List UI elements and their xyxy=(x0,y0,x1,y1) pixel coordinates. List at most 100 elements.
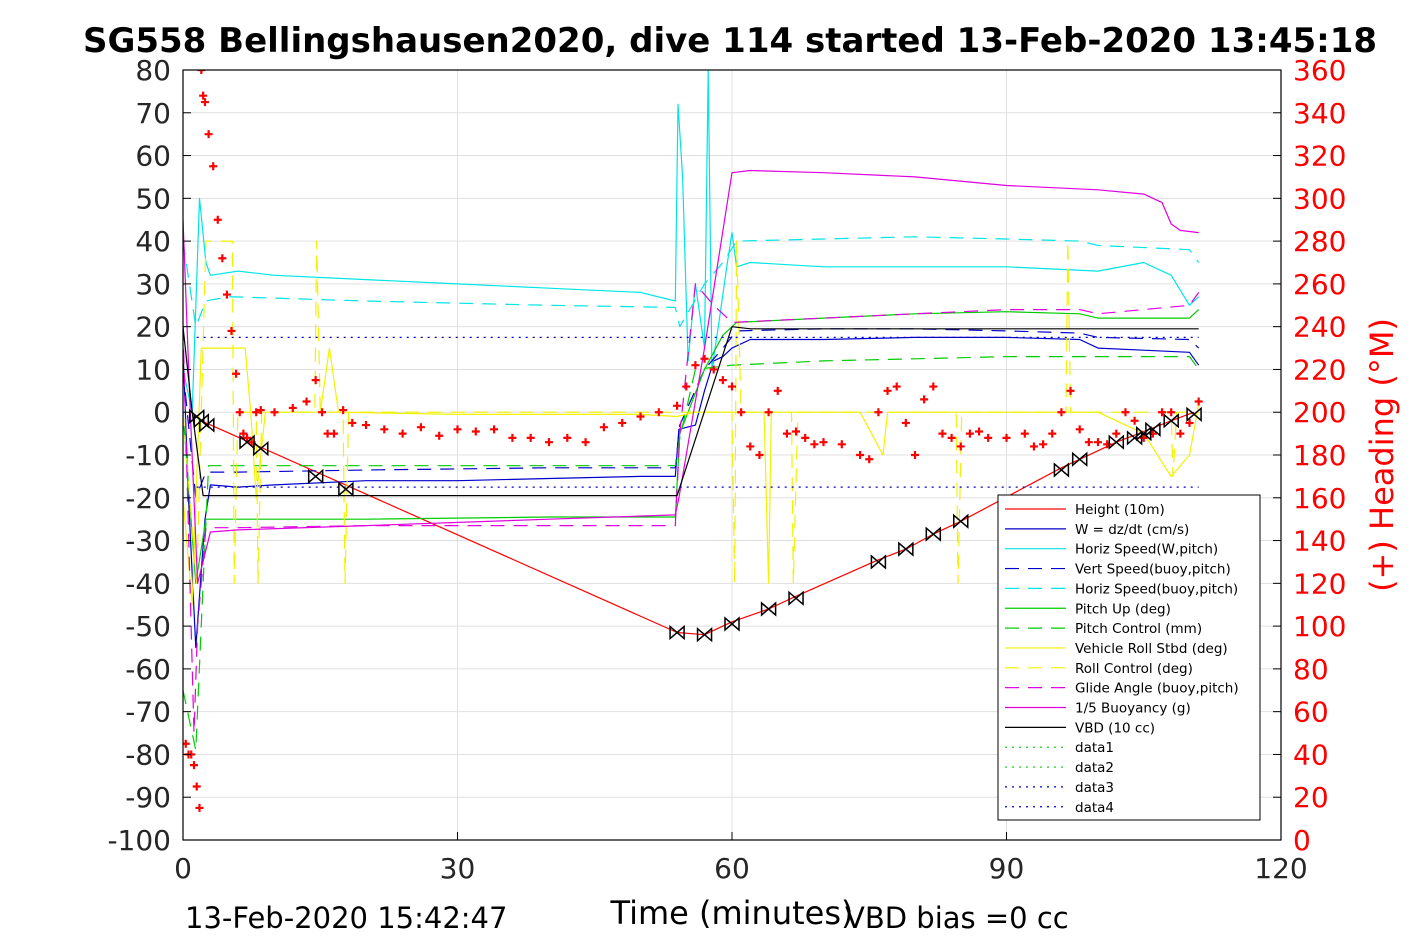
heading-marker xyxy=(673,401,682,410)
y-right-tick-label: 280 xyxy=(1293,225,1346,258)
heading-marker xyxy=(563,433,572,442)
legend-label: data2 xyxy=(1075,760,1114,776)
heading-marker xyxy=(1167,408,1176,417)
x-tick-label: 0 xyxy=(174,852,192,885)
heading-marker xyxy=(764,408,773,417)
heading-marker xyxy=(508,433,517,442)
height-triangle-marker xyxy=(1186,406,1202,422)
legend-label: Horiz Speed(W,pitch) xyxy=(1075,542,1218,558)
height-triangle-marker xyxy=(724,616,740,632)
y-tick-label: 70 xyxy=(135,97,171,130)
y-axis-right: 3603403203002802602402202001801601401201… xyxy=(1273,54,1346,857)
heading-marker xyxy=(239,429,248,438)
heading-marker xyxy=(718,376,727,385)
x-axis-label: Time (minutes) xyxy=(610,894,854,932)
height-triangle-marker xyxy=(669,624,685,641)
heading-marker xyxy=(1020,429,1029,438)
series-glide-angle-buoy-pitch xyxy=(183,283,1200,734)
heading-marker xyxy=(819,438,828,447)
heading-marker xyxy=(209,162,218,171)
series-group xyxy=(183,70,1200,751)
heading-marker xyxy=(235,408,244,417)
heading-marker xyxy=(339,406,348,415)
heading-marker xyxy=(453,425,462,434)
y-right-tick-label: 40 xyxy=(1293,738,1329,771)
heading-marker xyxy=(1158,408,1167,417)
heading-marker xyxy=(801,433,810,442)
heading-marker xyxy=(792,427,801,436)
x-tick-label: 90 xyxy=(989,852,1025,885)
y-tick-label: -100 xyxy=(107,824,171,857)
heading-marker xyxy=(1121,408,1130,417)
height-triangle-marker xyxy=(307,468,324,485)
heading-marker xyxy=(947,433,956,442)
chart-title: SG558 Bellingshausen2020, dive 114 start… xyxy=(83,21,1377,61)
height-triangle-marker xyxy=(1145,421,1161,437)
heading-marker xyxy=(545,438,553,447)
heading-marker xyxy=(232,369,241,378)
heading-marker xyxy=(218,254,227,263)
heading-marker xyxy=(189,761,198,770)
height-triangle-marker xyxy=(788,590,804,606)
heading-marker xyxy=(199,91,208,100)
heading-marker xyxy=(911,451,919,459)
legend-label: Pitch Up (deg) xyxy=(1075,601,1171,617)
y-right-tick-label: 20 xyxy=(1293,781,1329,814)
y-right-tick-label: 260 xyxy=(1293,268,1346,301)
series-horiz-speed-buoy-pitch xyxy=(183,236,1200,328)
x-tick-label: 30 xyxy=(440,852,476,885)
y-right-tick-label: 200 xyxy=(1293,396,1346,429)
y-tick-label: -30 xyxy=(125,525,171,558)
y-tick-label: -80 xyxy=(125,738,171,771)
heading-marker xyxy=(883,386,892,395)
heading-marker xyxy=(204,130,213,139)
heading-marker xyxy=(252,408,261,417)
heading-marker xyxy=(654,408,663,417)
y-tick-label: 40 xyxy=(135,225,171,258)
y-right-tick-label: 340 xyxy=(1293,97,1346,130)
heading-marker xyxy=(1130,416,1139,425)
y-axis-left: 80 70 60 50 40 30 20 10 0 -10 -20 -30 -40 -50 -60 -70 -8… xyxy=(107,54,191,857)
heading-marker xyxy=(984,433,993,442)
y-tick-label: 50 xyxy=(135,182,171,215)
heading-marker xyxy=(1185,418,1194,427)
heading-marker xyxy=(311,376,320,385)
y-tick-label: 80 xyxy=(135,54,171,87)
y-right-tick-label: 0 xyxy=(1293,824,1311,857)
heading-marker xyxy=(380,425,389,434)
y-right-tick-label: 320 xyxy=(1293,140,1346,173)
heading-marker xyxy=(728,382,736,391)
height-triangle-marker xyxy=(760,601,777,617)
heading-marker xyxy=(195,803,204,812)
y-right-tick-label: 360 xyxy=(1293,54,1346,87)
legend-label: Height (10m) xyxy=(1075,502,1165,518)
height-triangle-marker xyxy=(696,627,713,643)
heading-marker xyxy=(348,418,357,427)
y-right-tick-label: 120 xyxy=(1293,567,1346,600)
heading-marker xyxy=(929,382,938,391)
heading-marker xyxy=(755,451,764,459)
heading-marker xyxy=(1002,433,1011,442)
y-tick-label: -20 xyxy=(125,482,171,515)
heading-marker xyxy=(1112,429,1121,438)
heading-marker xyxy=(810,440,819,449)
heading-marker xyxy=(1029,442,1038,451)
heading-marker xyxy=(192,782,201,791)
height-triangle-marker xyxy=(199,417,215,433)
y-right-tick-label: 100 xyxy=(1293,610,1346,643)
series-pitch-control-mm xyxy=(183,356,1200,751)
heading-marker xyxy=(901,418,910,427)
series-1-5-buoyancy-g xyxy=(183,169,1199,584)
heading-marker xyxy=(837,440,846,449)
height-triangle-marker xyxy=(1071,451,1088,467)
heading-marker xyxy=(682,382,691,391)
heading-marker xyxy=(737,408,746,417)
height-triangle-marker xyxy=(338,481,354,497)
heading-marker xyxy=(920,395,929,404)
heading-marker xyxy=(1084,438,1093,447)
heading-marker xyxy=(956,442,965,451)
heading-marker xyxy=(197,70,206,74)
series-vbd-10-cc xyxy=(183,326,1199,497)
legend-label: W = dz/dt (cm/s) xyxy=(1075,522,1189,538)
legend-label: Vehicle Roll Stbd (deg) xyxy=(1075,641,1228,657)
